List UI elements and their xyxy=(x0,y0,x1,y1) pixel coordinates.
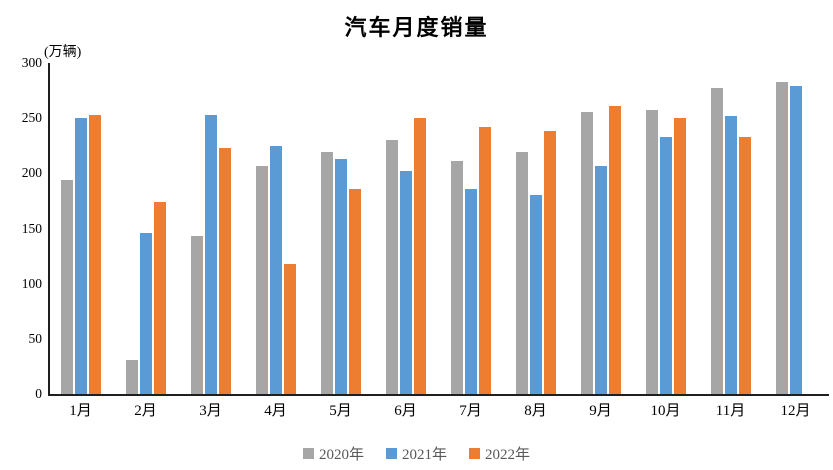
bar-2022-m7 xyxy=(478,127,491,394)
bar-group-m12 xyxy=(763,63,828,394)
bar-2022-m11 xyxy=(738,136,751,394)
x-axis-label: 10月 xyxy=(650,403,681,419)
bar-2021-m5 xyxy=(334,159,347,394)
y-axis-unit-label: (万辆) xyxy=(44,45,82,60)
bar-2022-m1 xyxy=(88,114,101,394)
bar-2021-m12 xyxy=(789,86,802,394)
legend-label-2020: 2020年 xyxy=(318,447,364,463)
legend-label-2021: 2021年 xyxy=(401,447,447,463)
bar-2022-m2 xyxy=(153,202,166,394)
legend-label-2022: 2022年 xyxy=(485,447,531,463)
bar-2020-m11 xyxy=(710,88,723,394)
y-axis-tick-label: 150 xyxy=(21,220,42,236)
x-axis-label: 8月 xyxy=(524,403,547,419)
chart-title: 汽车月度销量 xyxy=(344,15,489,40)
x-axis-label: 2月 xyxy=(134,403,157,419)
bar-2020-m12 xyxy=(775,81,788,394)
bar-2021-m7 xyxy=(464,188,477,394)
bar-group-m2 xyxy=(113,63,178,394)
bar-2022-m5 xyxy=(348,188,361,394)
y-axis-tick-label: 200 xyxy=(21,165,42,181)
bar-group-m3 xyxy=(178,63,243,394)
bar-2021-m1 xyxy=(74,118,87,394)
bar-2022-m3 xyxy=(218,147,231,394)
y-axis-tick-label: 100 xyxy=(21,275,42,291)
bar-2021-m4 xyxy=(269,145,282,394)
bar-group-m7 xyxy=(438,63,503,394)
y-axis-tick-label: 0 xyxy=(35,386,42,401)
bar-group-m1 xyxy=(48,63,113,394)
bar-2020-m5 xyxy=(320,152,333,394)
bar-2022-m10 xyxy=(673,118,686,394)
x-axis-label: 1月 xyxy=(69,403,92,419)
y-axis-line xyxy=(48,63,50,394)
bar-2021-m10 xyxy=(659,136,672,394)
bar-2021-m2 xyxy=(139,232,152,394)
x-axis-line xyxy=(48,394,829,396)
y-axis-tick-label: 50 xyxy=(28,330,43,346)
bar-group-m4 xyxy=(243,63,308,394)
bar-group-m8 xyxy=(503,63,568,394)
bar-2021-m11 xyxy=(724,115,737,394)
bar-2020-m3 xyxy=(190,236,203,394)
bar-2022-m8 xyxy=(543,131,556,394)
bar-2022-m4 xyxy=(283,263,296,394)
legend-item-2020: 2020年 xyxy=(302,443,364,464)
x-axis-label: 12月 xyxy=(780,403,811,419)
legend-swatch-2022 xyxy=(469,448,480,459)
bar-group-m9 xyxy=(568,63,633,394)
bar-2020-m2 xyxy=(125,359,138,394)
legend-item-2022: 2022年 xyxy=(469,443,530,464)
bar-2020-m6 xyxy=(385,140,398,394)
x-axis-label: 11月 xyxy=(715,403,746,419)
bar-2021-m8 xyxy=(529,195,542,394)
bar-group-m5 xyxy=(308,63,373,394)
bar-2020-m9 xyxy=(580,111,593,394)
x-axis-label: 4月 xyxy=(264,403,287,419)
bar-2020-m4 xyxy=(255,165,268,394)
x-axis-label: 6月 xyxy=(394,403,417,419)
bar-2022-m6 xyxy=(413,118,426,394)
y-axis-tick-label: 300 xyxy=(21,55,42,70)
legend-swatch-2020 xyxy=(302,448,314,459)
legend-item-2021: 2021年 xyxy=(385,443,447,464)
bar-2020-m7 xyxy=(450,161,463,394)
bar-group-m6 xyxy=(373,63,438,394)
bar-2020-m1 xyxy=(60,179,73,394)
x-axis-label: 5月 xyxy=(329,403,352,419)
bar-2021-m6 xyxy=(399,171,412,394)
bar-2021-m3 xyxy=(204,114,217,394)
x-axis-label: 9月 xyxy=(589,403,612,419)
x-axis-label: 3月 xyxy=(199,403,222,419)
bar-group-m11 xyxy=(698,63,763,394)
bar-2022-m9 xyxy=(608,106,621,394)
y-axis-tick-label: 250 xyxy=(21,110,42,126)
bar-2020-m10 xyxy=(645,110,658,394)
bar-2021-m9 xyxy=(594,165,607,394)
x-axis-label: 7月 xyxy=(459,403,482,419)
legend: 2020年 2021年 2022年 xyxy=(0,443,833,464)
legend-swatch-2021 xyxy=(385,448,397,459)
bar-2020-m8 xyxy=(515,152,528,394)
bar-group-m10 xyxy=(633,63,698,394)
